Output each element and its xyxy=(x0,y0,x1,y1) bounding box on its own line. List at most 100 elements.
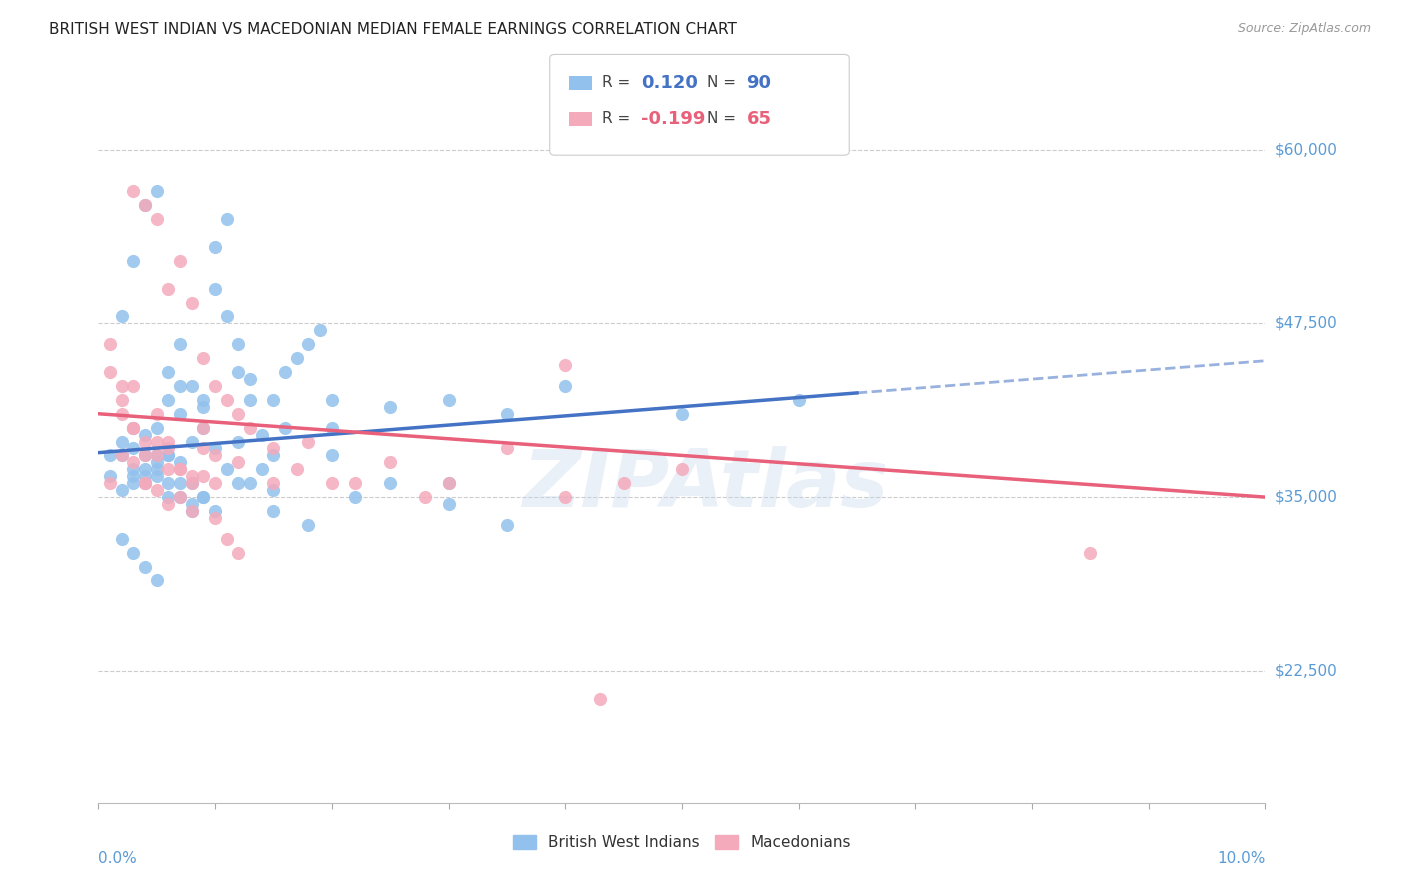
Text: N =: N = xyxy=(707,112,741,126)
Point xyxy=(134,559,156,574)
Point xyxy=(180,295,202,310)
Point xyxy=(134,427,156,442)
Point xyxy=(157,442,180,456)
Point xyxy=(98,469,121,483)
Point xyxy=(122,442,145,456)
Point xyxy=(554,358,576,372)
Point xyxy=(193,420,215,434)
Text: ZIPAtlas: ZIPAtlas xyxy=(522,446,889,524)
Point xyxy=(146,420,169,434)
Point xyxy=(111,434,134,449)
Point xyxy=(193,400,215,414)
Point xyxy=(321,449,343,463)
Point xyxy=(180,434,202,449)
Point xyxy=(157,462,180,476)
Point xyxy=(239,392,262,407)
Point xyxy=(228,337,250,351)
Text: R =: R = xyxy=(602,76,636,90)
Text: $35,000: $35,000 xyxy=(1275,490,1337,505)
Point xyxy=(146,483,169,498)
Point xyxy=(111,449,134,463)
Point xyxy=(169,337,191,351)
Point xyxy=(180,504,202,518)
Point xyxy=(134,476,156,491)
Point xyxy=(134,198,156,212)
Point xyxy=(228,476,250,491)
Text: $22,500: $22,500 xyxy=(1275,664,1337,678)
Point xyxy=(169,379,191,393)
Point xyxy=(193,420,215,434)
Point xyxy=(262,449,284,463)
Point xyxy=(589,691,612,706)
Point xyxy=(146,449,169,463)
Point xyxy=(297,434,319,449)
Point xyxy=(239,476,262,491)
Point xyxy=(180,476,202,491)
Point xyxy=(134,462,156,476)
Point xyxy=(122,462,145,476)
Point xyxy=(250,462,273,476)
Point xyxy=(122,185,145,199)
Point xyxy=(134,198,156,212)
Text: Source: ZipAtlas.com: Source: ZipAtlas.com xyxy=(1237,22,1371,36)
Point xyxy=(193,469,215,483)
Point xyxy=(180,497,202,511)
Point xyxy=(111,310,134,324)
Point xyxy=(239,372,262,386)
Point xyxy=(554,379,576,393)
Point xyxy=(215,462,238,476)
Point xyxy=(285,462,308,476)
Text: $47,500: $47,500 xyxy=(1275,316,1337,331)
Point xyxy=(122,455,145,469)
Point xyxy=(157,476,180,491)
Point xyxy=(612,476,634,491)
Point xyxy=(169,462,191,476)
Point xyxy=(671,407,693,421)
Point xyxy=(380,455,402,469)
Text: 0.120: 0.120 xyxy=(641,74,697,92)
Text: $60,000: $60,000 xyxy=(1275,142,1337,157)
Point xyxy=(122,546,145,560)
Point xyxy=(496,407,519,421)
Point xyxy=(193,351,215,366)
Point xyxy=(297,517,319,532)
Point xyxy=(111,407,134,421)
Point xyxy=(146,574,169,588)
Point xyxy=(146,212,169,227)
Point xyxy=(169,455,191,469)
Point xyxy=(215,310,238,324)
Point xyxy=(787,392,810,407)
Point xyxy=(146,455,169,469)
Point xyxy=(204,379,226,393)
Point xyxy=(122,253,145,268)
Point xyxy=(111,379,134,393)
Point xyxy=(180,504,202,518)
Point xyxy=(169,407,191,421)
Point xyxy=(262,504,284,518)
Text: 0.0%: 0.0% xyxy=(98,852,138,866)
Point xyxy=(98,476,121,491)
Text: 90: 90 xyxy=(747,74,772,92)
Point xyxy=(321,392,343,407)
Point xyxy=(169,462,191,476)
Point xyxy=(146,434,169,449)
Point xyxy=(344,490,367,504)
Point xyxy=(134,449,156,463)
Point xyxy=(122,469,145,483)
Point xyxy=(228,365,250,379)
Point xyxy=(122,420,145,434)
Point xyxy=(122,420,145,434)
Point xyxy=(285,351,308,366)
Point xyxy=(157,282,180,296)
Point xyxy=(134,476,156,491)
Point xyxy=(111,392,134,407)
Point xyxy=(98,449,121,463)
Point xyxy=(157,497,180,511)
Point xyxy=(134,469,156,483)
Point xyxy=(98,337,121,351)
Point xyxy=(262,442,284,456)
Point xyxy=(380,476,402,491)
Point xyxy=(204,240,226,254)
Point xyxy=(228,407,250,421)
Point xyxy=(169,253,191,268)
